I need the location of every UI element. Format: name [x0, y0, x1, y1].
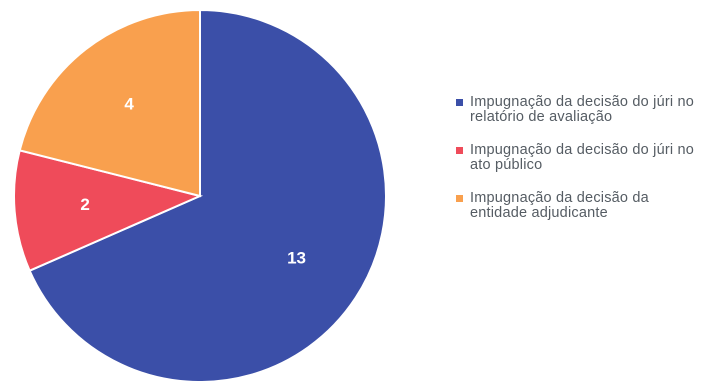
legend: Impugnação da decisão do júri no relatór…	[456, 95, 701, 239]
legend-swatch-relatorio	[456, 99, 463, 106]
legend-label-ato-publico: Impugnação da decisão do júri no ato púb…	[470, 142, 695, 173]
legend-swatch-ato-publico	[456, 147, 463, 154]
slice-value-label-ato-publico: 2	[80, 195, 89, 214]
pie-slice-entidade	[18, 8, 201, 198]
legend-label-entidade: Impugnação da decisão da entidade adjudi…	[470, 190, 649, 221]
legend-item-relatorio: Impugnação da decisão do júri no relatór…	[456, 95, 701, 125]
legend-item-ato-publico: Impugnação da decisão do júri no ato púb…	[456, 143, 701, 173]
slice-value-label-relatorio: 13	[287, 249, 306, 268]
pie-plot-area: 13 2 4	[13, 8, 387, 381]
legend-swatch-entidade	[456, 195, 463, 202]
pie-slice-ato-publico	[13, 149, 204, 273]
legend-item-entidade: Impugnação da decisão da entidade adjudi…	[456, 191, 701, 221]
slice-value-label-entidade: 4	[124, 94, 134, 113]
legend-label-relatorio: Impugnação da decisão do júri no relatór…	[470, 94, 695, 125]
pie-slice-relatorio	[28, 8, 387, 381]
